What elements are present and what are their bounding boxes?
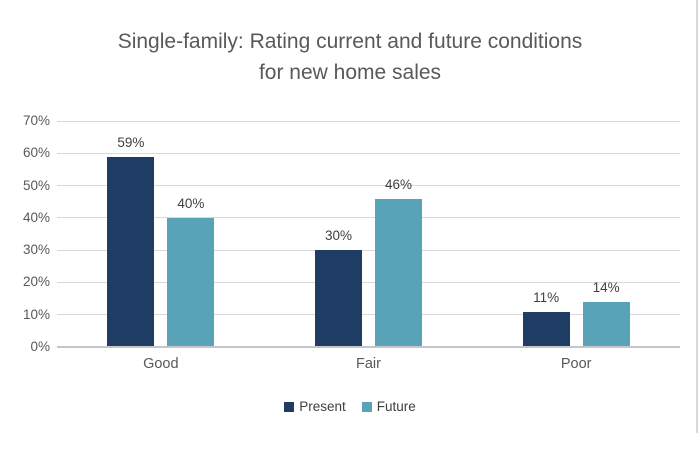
legend-item-present: Present (284, 399, 346, 414)
data-label-present-poor: 11% (533, 289, 560, 305)
bar-present-fair (315, 250, 362, 347)
bar-future-fair (375, 198, 422, 347)
bar-future-good (167, 217, 215, 347)
x-category-label-poor: Poor (560, 356, 592, 372)
gridline-50 (57, 185, 680, 187)
y-tick-label-70: 70% (22, 113, 50, 128)
y-tick-label-20: 20% (22, 274, 50, 290)
gridline-10 (57, 314, 680, 316)
bars-row: 59% 40% 30% 46% 11% 14% (57, 121, 680, 347)
bar-wrap-present-poor: 11% (522, 290, 570, 347)
bar-group-fair: 30% 46% (265, 121, 473, 347)
y-tick-label-0: 0% (30, 339, 50, 354)
plot-area: 59% 40% 30% 46% 11% 14% (57, 120, 680, 348)
bar-wrap-present-good: 59% (107, 135, 155, 347)
y-tick-label-30: 30% (22, 242, 50, 258)
bar-group-good: 59% 40% (57, 121, 265, 347)
y-tick-label-60: 60% (22, 145, 50, 161)
gridline-30 (57, 249, 680, 251)
data-label-future-poor: 14% (592, 279, 620, 295)
data-label-present-good: 59% (117, 134, 145, 150)
bar-wrap-future-fair: 46% (375, 177, 422, 347)
legend-item-future: Future (361, 399, 416, 414)
chart-title: Single-family: Rating current and future… (117, 30, 583, 84)
y-axis-labels: 0% 10% 20% 30% 40% 50% 60% 70% (0, 0, 50, 450)
gridline-20 (57, 281, 680, 283)
legend-swatch-present (284, 401, 295, 412)
bar-wrap-future-poor: 14% (582, 280, 630, 347)
bar-wrap-future-good: 40% (167, 196, 215, 347)
chart-frame-edge (696, 0, 698, 433)
y-tick-label-40: 40% (22, 209, 50, 225)
data-label-future-good: 40% (177, 195, 205, 211)
x-category-label-good: Good (143, 356, 179, 372)
gridline-70 (57, 120, 680, 122)
x-category-label-fair: Fair (356, 356, 381, 372)
bar-present-good (107, 156, 155, 347)
y-tick-label-10: 10% (22, 306, 50, 322)
bar-group-poor: 11% 14% (472, 121, 680, 347)
bar-present-poor (522, 311, 570, 347)
gridline-60 (57, 152, 680, 154)
data-label-present-fair: 30% (324, 228, 353, 244)
legend-swatch-future (361, 401, 372, 412)
legend-label-future: Future (376, 399, 416, 414)
gridline-40 (57, 217, 680, 219)
x-axis-labels: Good Fair Poor (57, 356, 680, 372)
data-label-future-fair: 46% (384, 176, 413, 192)
legend-label-present: Present (299, 399, 346, 414)
bar-wrap-present-fair: 30% (315, 228, 362, 347)
y-tick-label-50: 50% (22, 177, 50, 193)
x-axis-line (57, 346, 680, 348)
legend: Present Future (0, 399, 700, 414)
bar-future-poor (582, 301, 630, 347)
